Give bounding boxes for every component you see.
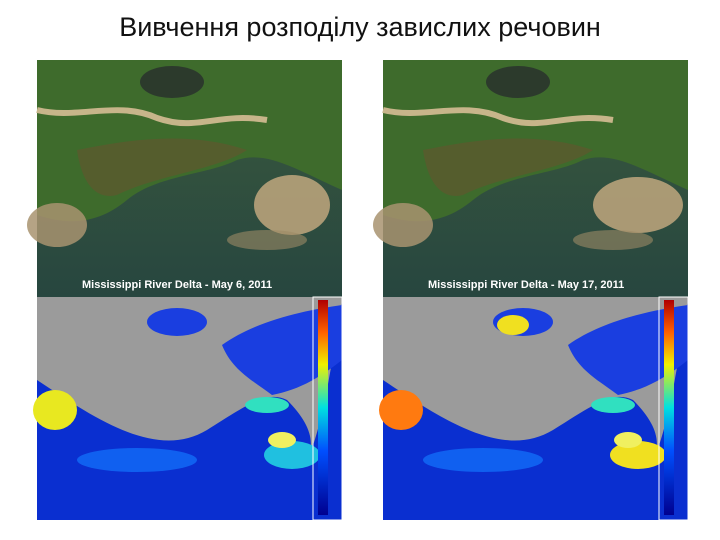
sediment-plume [254, 175, 330, 235]
river [382, 107, 614, 127]
sediment-plume [373, 203, 433, 247]
river [36, 107, 268, 127]
sediment-plume [573, 230, 653, 250]
map-plume [614, 432, 642, 448]
map-ocean [222, 305, 342, 395]
map-plume [264, 441, 320, 469]
image-caption: Mississippi River Delta - May 6, 2011 [82, 279, 272, 291]
panel: Mississippi River Delta - May 17, 2011 [373, 60, 689, 521]
slide-title: Вивчення розподілу завислих речовин [119, 12, 601, 42]
map-plume [77, 448, 197, 472]
map-plume [268, 432, 296, 448]
map-plume [379, 390, 423, 430]
map-plume [423, 448, 543, 472]
map-plume [245, 397, 289, 413]
lake [486, 66, 550, 98]
marsh [77, 138, 247, 196]
map-plume [497, 315, 529, 335]
map-lake [147, 308, 207, 336]
map-plume [591, 397, 635, 413]
colorbar [318, 300, 328, 515]
map-plume [610, 441, 666, 469]
map-ocean [568, 305, 688, 395]
marsh [423, 138, 593, 196]
colorbar-frame [658, 296, 689, 521]
colorbar [664, 300, 674, 515]
panel: Mississippi River Delta - May 6, 2011 [27, 60, 343, 521]
sediment-plume [227, 230, 307, 250]
map-plume [33, 390, 77, 430]
colorbar-frame [312, 296, 343, 521]
image-caption: Mississippi River Delta - May 17, 2011 [428, 279, 624, 291]
sediment-plume [27, 203, 87, 247]
sediment-plume [593, 177, 683, 233]
lake [140, 66, 204, 98]
